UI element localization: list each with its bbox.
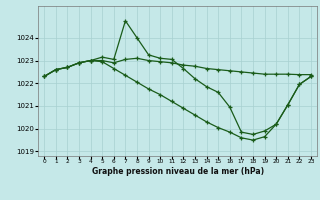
- X-axis label: Graphe pression niveau de la mer (hPa): Graphe pression niveau de la mer (hPa): [92, 167, 264, 176]
